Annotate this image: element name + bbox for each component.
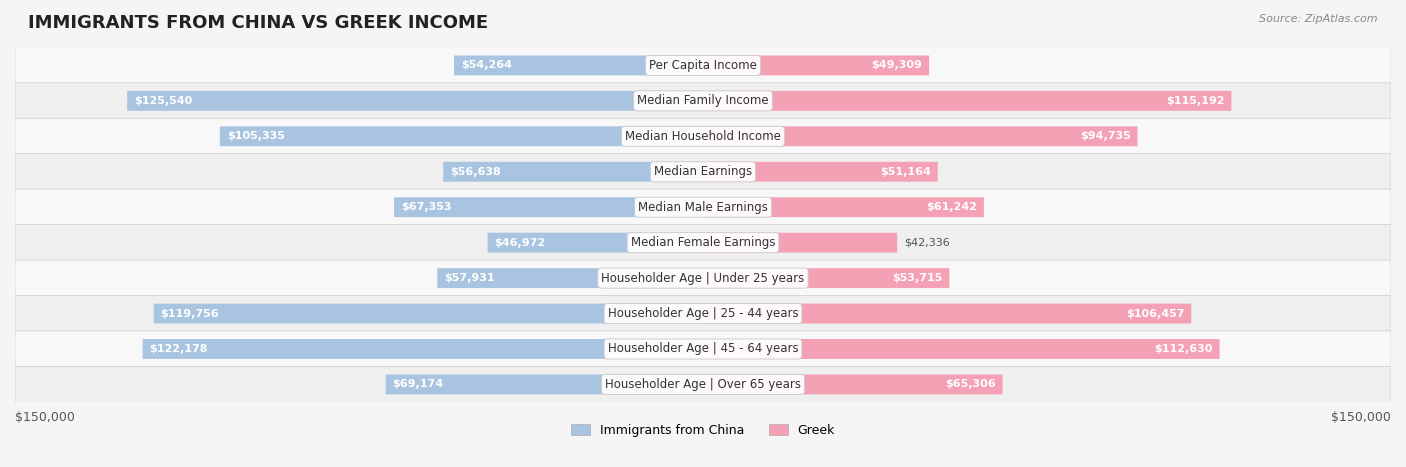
Text: $112,630: $112,630 [1154, 344, 1213, 354]
FancyBboxPatch shape [703, 197, 984, 217]
Text: $53,715: $53,715 [893, 273, 942, 283]
Text: $56,638: $56,638 [450, 167, 501, 177]
FancyBboxPatch shape [15, 331, 1391, 367]
Text: Median Household Income: Median Household Income [626, 130, 780, 143]
FancyBboxPatch shape [488, 233, 703, 253]
Text: $150,000: $150,000 [15, 411, 75, 424]
FancyBboxPatch shape [703, 162, 938, 182]
FancyBboxPatch shape [703, 233, 897, 253]
Text: $105,335: $105,335 [226, 131, 284, 142]
FancyBboxPatch shape [703, 268, 949, 288]
FancyBboxPatch shape [15, 366, 1391, 403]
Text: $106,457: $106,457 [1126, 309, 1184, 318]
Text: Median Family Income: Median Family Income [637, 94, 769, 107]
FancyBboxPatch shape [127, 91, 703, 111]
Text: $69,174: $69,174 [392, 380, 444, 389]
Legend: Immigrants from China, Greek: Immigrants from China, Greek [565, 419, 841, 442]
FancyBboxPatch shape [703, 56, 929, 75]
Text: Median Male Earnings: Median Male Earnings [638, 201, 768, 214]
Text: Householder Age | 25 - 44 years: Householder Age | 25 - 44 years [607, 307, 799, 320]
Text: $125,540: $125,540 [134, 96, 193, 106]
FancyBboxPatch shape [15, 189, 1391, 225]
Text: $57,931: $57,931 [444, 273, 495, 283]
FancyBboxPatch shape [142, 339, 703, 359]
Text: $42,336: $42,336 [904, 238, 950, 248]
Text: Householder Age | Under 25 years: Householder Age | Under 25 years [602, 272, 804, 284]
FancyBboxPatch shape [437, 268, 703, 288]
FancyBboxPatch shape [703, 375, 1002, 394]
Text: $46,972: $46,972 [495, 238, 546, 248]
FancyBboxPatch shape [15, 83, 1391, 119]
Text: Householder Age | Over 65 years: Householder Age | Over 65 years [605, 378, 801, 391]
Text: Per Capita Income: Per Capita Income [650, 59, 756, 72]
FancyBboxPatch shape [394, 197, 703, 217]
Text: $122,178: $122,178 [149, 344, 208, 354]
FancyBboxPatch shape [15, 260, 1391, 296]
FancyBboxPatch shape [703, 91, 1232, 111]
FancyBboxPatch shape [703, 127, 1137, 146]
FancyBboxPatch shape [219, 127, 703, 146]
FancyBboxPatch shape [703, 304, 1191, 324]
Text: IMMIGRANTS FROM CHINA VS GREEK INCOME: IMMIGRANTS FROM CHINA VS GREEK INCOME [28, 14, 488, 32]
FancyBboxPatch shape [15, 47, 1391, 84]
FancyBboxPatch shape [703, 339, 1219, 359]
Text: $119,756: $119,756 [160, 309, 219, 318]
FancyBboxPatch shape [454, 56, 703, 75]
Text: Median Earnings: Median Earnings [654, 165, 752, 178]
Text: $51,164: $51,164 [880, 167, 931, 177]
Text: Householder Age | 45 - 64 years: Householder Age | 45 - 64 years [607, 342, 799, 355]
FancyBboxPatch shape [15, 225, 1391, 261]
FancyBboxPatch shape [15, 296, 1391, 332]
FancyBboxPatch shape [15, 118, 1391, 155]
FancyBboxPatch shape [153, 304, 703, 324]
Text: $61,242: $61,242 [927, 202, 977, 212]
Text: $49,309: $49,309 [872, 60, 922, 71]
Text: $94,735: $94,735 [1080, 131, 1130, 142]
FancyBboxPatch shape [15, 154, 1391, 190]
Text: Source: ZipAtlas.com: Source: ZipAtlas.com [1260, 14, 1378, 24]
Text: $65,306: $65,306 [945, 380, 995, 389]
Text: $54,264: $54,264 [461, 60, 512, 71]
Text: $67,353: $67,353 [401, 202, 451, 212]
Text: $150,000: $150,000 [1331, 411, 1391, 424]
FancyBboxPatch shape [385, 375, 703, 394]
Text: Median Female Earnings: Median Female Earnings [631, 236, 775, 249]
Text: $115,192: $115,192 [1166, 96, 1225, 106]
FancyBboxPatch shape [443, 162, 703, 182]
